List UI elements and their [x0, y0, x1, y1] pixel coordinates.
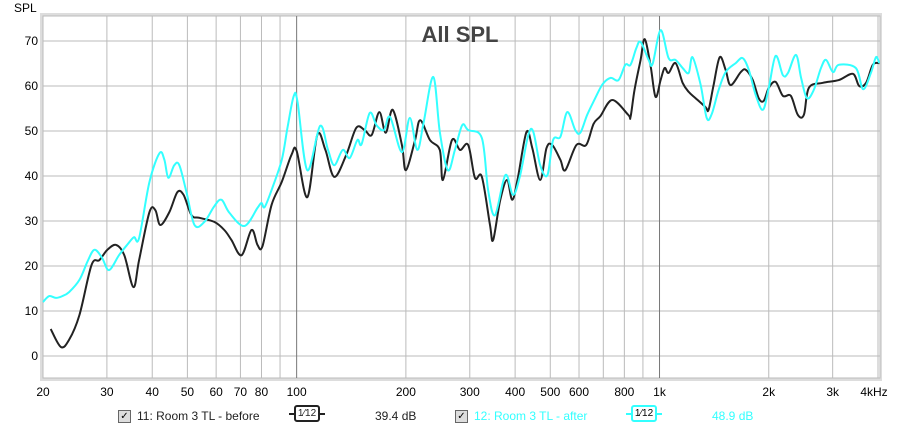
x-tick-label: 4kHz: [860, 385, 887, 399]
x-tick-label: 50: [181, 385, 195, 399]
series-line-after: [42, 29, 881, 303]
x-tick-label: 400: [505, 385, 525, 399]
legend-label-after: 12: Room 3 TL - after: [474, 409, 588, 423]
x-tick-label: 20: [36, 385, 50, 399]
x-tick-label: 600: [569, 385, 589, 399]
x-tick-label: 200: [396, 385, 416, 399]
smoothing-label-before: 1⁄12: [293, 404, 321, 422]
legend-label-before: 11: Room 3 TL - before: [137, 409, 260, 423]
x-tick-label: 500: [540, 385, 560, 399]
x-tick-label: 100: [287, 385, 307, 399]
y-tick-label: 30: [25, 214, 39, 228]
y-tick-label: 70: [25, 34, 39, 48]
y-tick-label: 20: [25, 259, 39, 273]
legend-value-before: 39.4 dB: [375, 409, 417, 423]
x-tick-label: 800: [614, 385, 634, 399]
x-tick-label: 40: [146, 385, 160, 399]
x-tick-label: 70: [234, 385, 248, 399]
smoothing-button-before[interactable]: 1⁄12: [289, 404, 325, 422]
smoothing-label-after: 1⁄12: [630, 404, 658, 422]
legend-value-after: 48.9 dB: [712, 409, 754, 423]
smoothing-button-after[interactable]: 1⁄12: [626, 404, 662, 422]
x-tick-label: 1k: [653, 385, 667, 399]
checkbox-after[interactable]: ✓: [455, 409, 468, 423]
x-tick-label: 3k: [826, 385, 840, 399]
y-tick-label: 0: [31, 349, 38, 363]
y-tick-label: 10: [25, 304, 39, 318]
y-tick-label: 50: [25, 124, 39, 138]
series-line-before: [49, 38, 880, 349]
x-tick-label: 30: [100, 385, 114, 399]
plot-area[interactable]: [42, 15, 881, 379]
x-tick-label: 2k: [762, 385, 776, 399]
y-tick-label: 60: [25, 79, 39, 93]
checkbox-before[interactable]: ✓: [118, 409, 131, 423]
y-tick-label: 40: [25, 169, 39, 183]
legend-item-before[interactable]: ✓ 11: Room 3 TL - before: [118, 407, 260, 425]
y-axis-label: SPL: [14, 1, 37, 15]
chart-title: All SPL: [421, 22, 498, 47]
x-tick-label: 60: [209, 385, 223, 399]
x-tick-label: 80: [255, 385, 269, 399]
x-tick-label: 300: [460, 385, 480, 399]
legend-item-after[interactable]: ✓ 12: Room 3 TL - after: [455, 407, 587, 425]
